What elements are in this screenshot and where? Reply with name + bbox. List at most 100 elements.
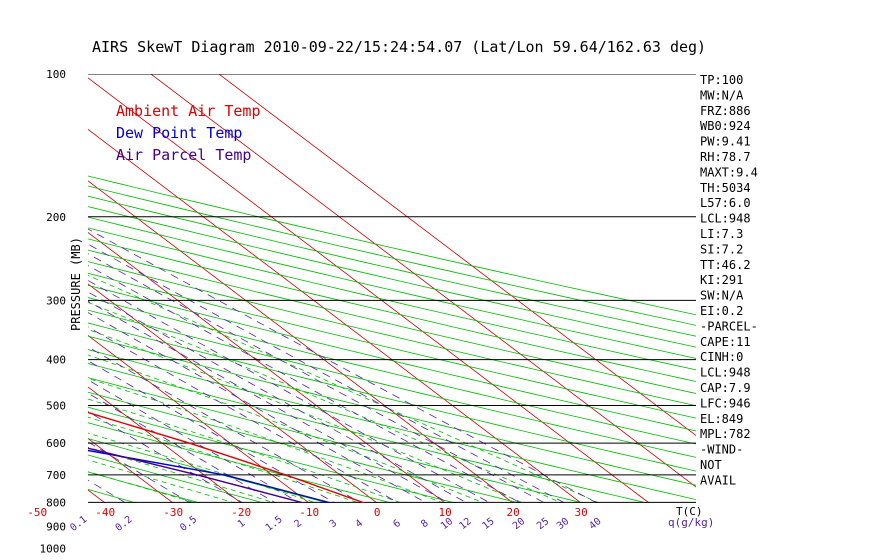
legend-entry: Dew Point Temp bbox=[116, 124, 242, 142]
pressure-tick-label: 100 bbox=[46, 68, 66, 81]
stability-index-item: WB0:924 bbox=[700, 119, 751, 133]
stability-index-item: PW:9.41 bbox=[700, 135, 751, 149]
isotherm-line bbox=[88, 77, 650, 503]
moist-adiabat-line bbox=[88, 301, 563, 503]
mixing-ratio-tick-label: 1 bbox=[236, 518, 248, 530]
isotherm-line bbox=[218, 74, 696, 436]
bottom-temp-tick-label: -20 bbox=[231, 506, 251, 519]
dry-adiabat-line bbox=[88, 406, 458, 503]
stability-index-item: SI:7.2 bbox=[700, 242, 743, 256]
pressure-tick-label: 600 bbox=[46, 437, 66, 450]
stability-index-item: EI:0.2 bbox=[700, 304, 743, 318]
bottom-temp-tick-label: -50 bbox=[27, 506, 47, 519]
stability-index-item: LCL:948 bbox=[700, 212, 751, 226]
bottom-temp-tick-label: 30 bbox=[575, 506, 588, 519]
mixing-ratio-line bbox=[88, 265, 522, 503]
mixing-ratio-tick-label: 6 bbox=[391, 518, 403, 530]
stability-index-item: AVAIL bbox=[700, 473, 736, 487]
pressure-tick-label: 300 bbox=[46, 294, 66, 307]
mixing-ratio-line bbox=[88, 291, 468, 503]
stability-index-item: -WIND- bbox=[700, 443, 743, 457]
pressure-tick-labels: 100 200 300 400 500 600 700 800 900 1000 bbox=[40, 68, 67, 555]
mixing-ratio-line bbox=[88, 326, 400, 503]
stability-index-item: CAP:7.9 bbox=[700, 381, 751, 395]
mixing-ratio-tick-label: 30 bbox=[555, 516, 571, 532]
pressure-tick-label: 700 bbox=[46, 469, 66, 482]
mixing-ratio-tick-label: 2 bbox=[292, 518, 304, 530]
stability-index-item: MW:N/A bbox=[700, 88, 744, 102]
stability-index-item: L57:6.0 bbox=[700, 196, 751, 210]
pressure-tick-label: 800 bbox=[46, 496, 66, 509]
stability-index-item: TP:100 bbox=[700, 73, 743, 87]
isotherm-line bbox=[88, 231, 446, 503]
isotherm-line bbox=[88, 180, 514, 503]
mixing-ratio-line bbox=[88, 279, 491, 503]
series-line bbox=[88, 411, 366, 503]
stability-index-item: RH:78.7 bbox=[700, 150, 751, 164]
stability-index-item: EL:849 bbox=[700, 412, 743, 426]
mixing-ratio-line bbox=[88, 379, 301, 503]
stability-index-item: NOT bbox=[700, 458, 722, 472]
dry-adiabat-line bbox=[88, 471, 202, 503]
mixing-ratio-tick-label: 1.5 bbox=[264, 514, 285, 534]
mixing-ratio-line bbox=[88, 411, 244, 503]
series-line bbox=[88, 447, 307, 503]
stability-index-item: TT:46.2 bbox=[700, 258, 751, 272]
pressure-tick-label: 200 bbox=[46, 211, 66, 224]
moist-adiabat-line bbox=[88, 398, 403, 503]
mixing-ratio-tick-label: 8 bbox=[419, 518, 431, 530]
stability-index-item: CAPE:11 bbox=[700, 335, 751, 349]
stability-index-item: LI:7.3 bbox=[700, 227, 743, 241]
pressure-tick-label: 1000 bbox=[40, 542, 67, 555]
stability-index-item: FRZ:886 bbox=[700, 104, 751, 118]
mixing-ratio-tick-label: 12 bbox=[457, 516, 473, 532]
mixing-ratio-unit-label: q(g/kg) bbox=[668, 516, 714, 529]
mixing-ratio-tick-labels: 0.1 0.2 0.5 1 1.5 2 3 4 6 8 10 12 15 20 25 30 40 bbox=[68, 514, 603, 534]
isotherm-line bbox=[88, 283, 378, 503]
dry-adiabat-line bbox=[88, 422, 394, 503]
temperature-unit-label: T(C) bbox=[676, 505, 703, 518]
bottom-temp-tick-label: -10 bbox=[299, 506, 319, 519]
dry-adiabat-line bbox=[88, 438, 330, 503]
mixing-ratio-tick-label: 15 bbox=[480, 516, 496, 532]
legend: Ambient Air Temp Dew Point Temp Air Parcel… bbox=[116, 102, 261, 164]
stability-index-item: -PARCEL- bbox=[700, 319, 758, 333]
pressure-tick-label: 900 bbox=[46, 521, 66, 534]
isotherm-line bbox=[150, 74, 696, 488]
mixing-ratio-line bbox=[88, 392, 277, 503]
y-axis-label: PRESSURE (MB) bbox=[69, 237, 83, 331]
chart-title: AIRS SkewT Diagram 2010-09-22/15:24:54.0… bbox=[92, 38, 706, 56]
mixing-ratio-tick-label: 25 bbox=[535, 516, 551, 532]
stability-index-item: KI:291 bbox=[700, 273, 743, 287]
mixing-ratio-line bbox=[88, 253, 546, 503]
moist-adiabat-line bbox=[88, 432, 319, 503]
mixing-ratio-line bbox=[88, 243, 566, 503]
mixing-ratio-tick-label: 40 bbox=[587, 516, 603, 532]
mixing-ratio-lines bbox=[88, 228, 598, 503]
mixing-ratio-line bbox=[88, 312, 428, 503]
legend-entry: Ambient Air Temp bbox=[116, 102, 261, 120]
stability-index-item: SW:N/A bbox=[700, 289, 744, 303]
bottom-temp-tick-label: 10 bbox=[439, 506, 452, 519]
legend-entry: Air Parcel Temp bbox=[116, 146, 251, 164]
dry-adiabat-line bbox=[88, 391, 521, 503]
isotherm-line bbox=[88, 128, 582, 503]
bottom-temp-tick-labels: -50 -40 -30 -20 -10 0 10 20 30 bbox=[27, 506, 588, 519]
bottom-temp-tick-label: 20 bbox=[507, 506, 520, 519]
bottom-temp-tick-label: -30 bbox=[163, 506, 183, 519]
stability-index-item: CINH:0 bbox=[700, 350, 743, 364]
